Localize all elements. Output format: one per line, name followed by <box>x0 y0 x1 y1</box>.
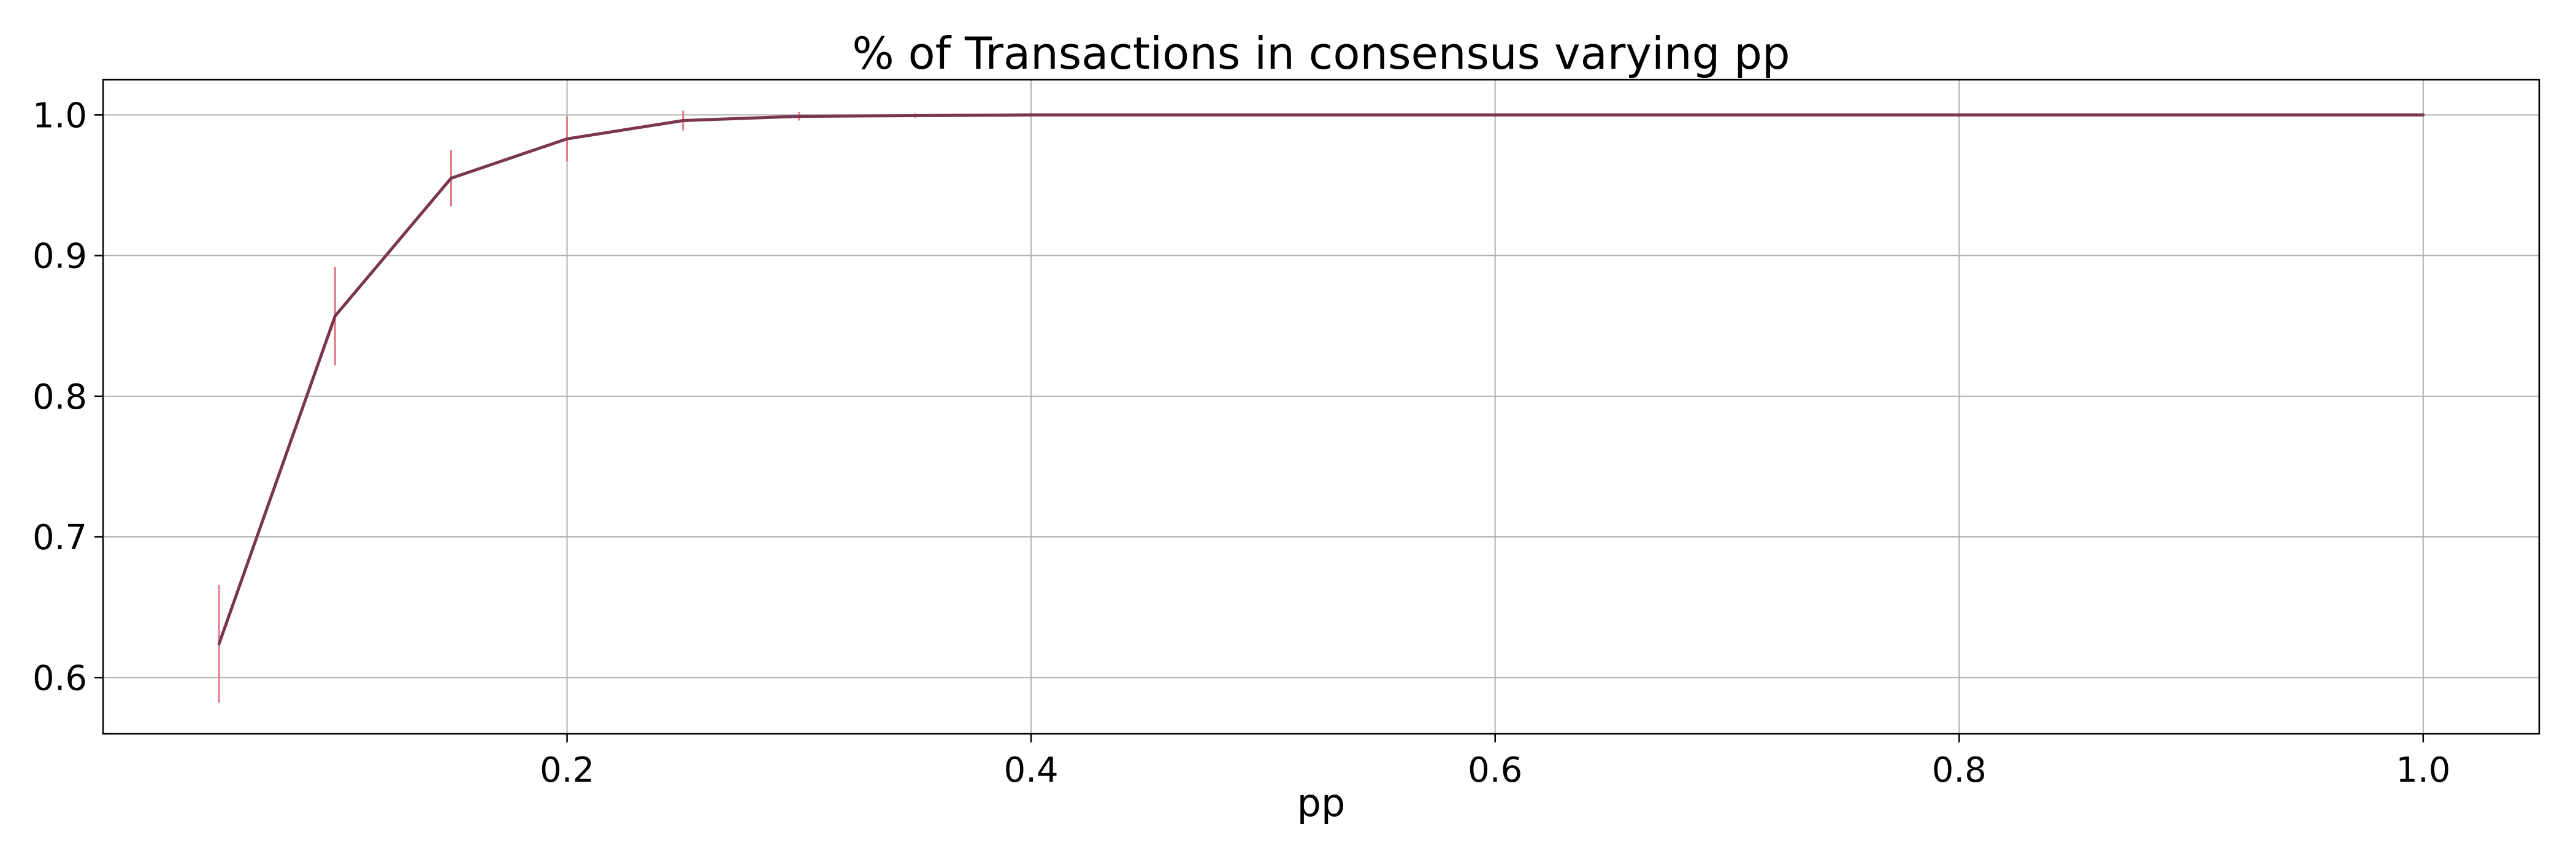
x-tick-label: 0.2 <box>540 750 594 790</box>
y-tick-label: 0.9 <box>33 237 87 277</box>
y-tick-label: 0.6 <box>33 658 87 698</box>
x-axis-label: pp <box>1297 780 1346 825</box>
chart-title: % of Transactions in consensus varying p… <box>852 28 1790 79</box>
axes-frame <box>102 79 2540 735</box>
y-tick-label: 0.7 <box>33 518 87 558</box>
x-tick-label: 0.4 <box>1004 750 1059 790</box>
tick-layer: 0.2 0.4 0.6 0.8 1.0 0.6 0.7 0.8 0.9 1.0 <box>33 96 2450 790</box>
y-tick-label: 1.0 <box>33 96 87 136</box>
x-tick-label: 0.8 <box>1932 750 1987 790</box>
grid-layer <box>103 80 2539 734</box>
y-tick-label: 0.8 <box>33 377 87 417</box>
x-tick-label: 0.6 <box>1468 750 1522 790</box>
x-tick-label: 1.0 <box>2396 750 2450 790</box>
series-line-layer <box>217 113 2425 645</box>
series-line <box>217 113 2425 645</box>
